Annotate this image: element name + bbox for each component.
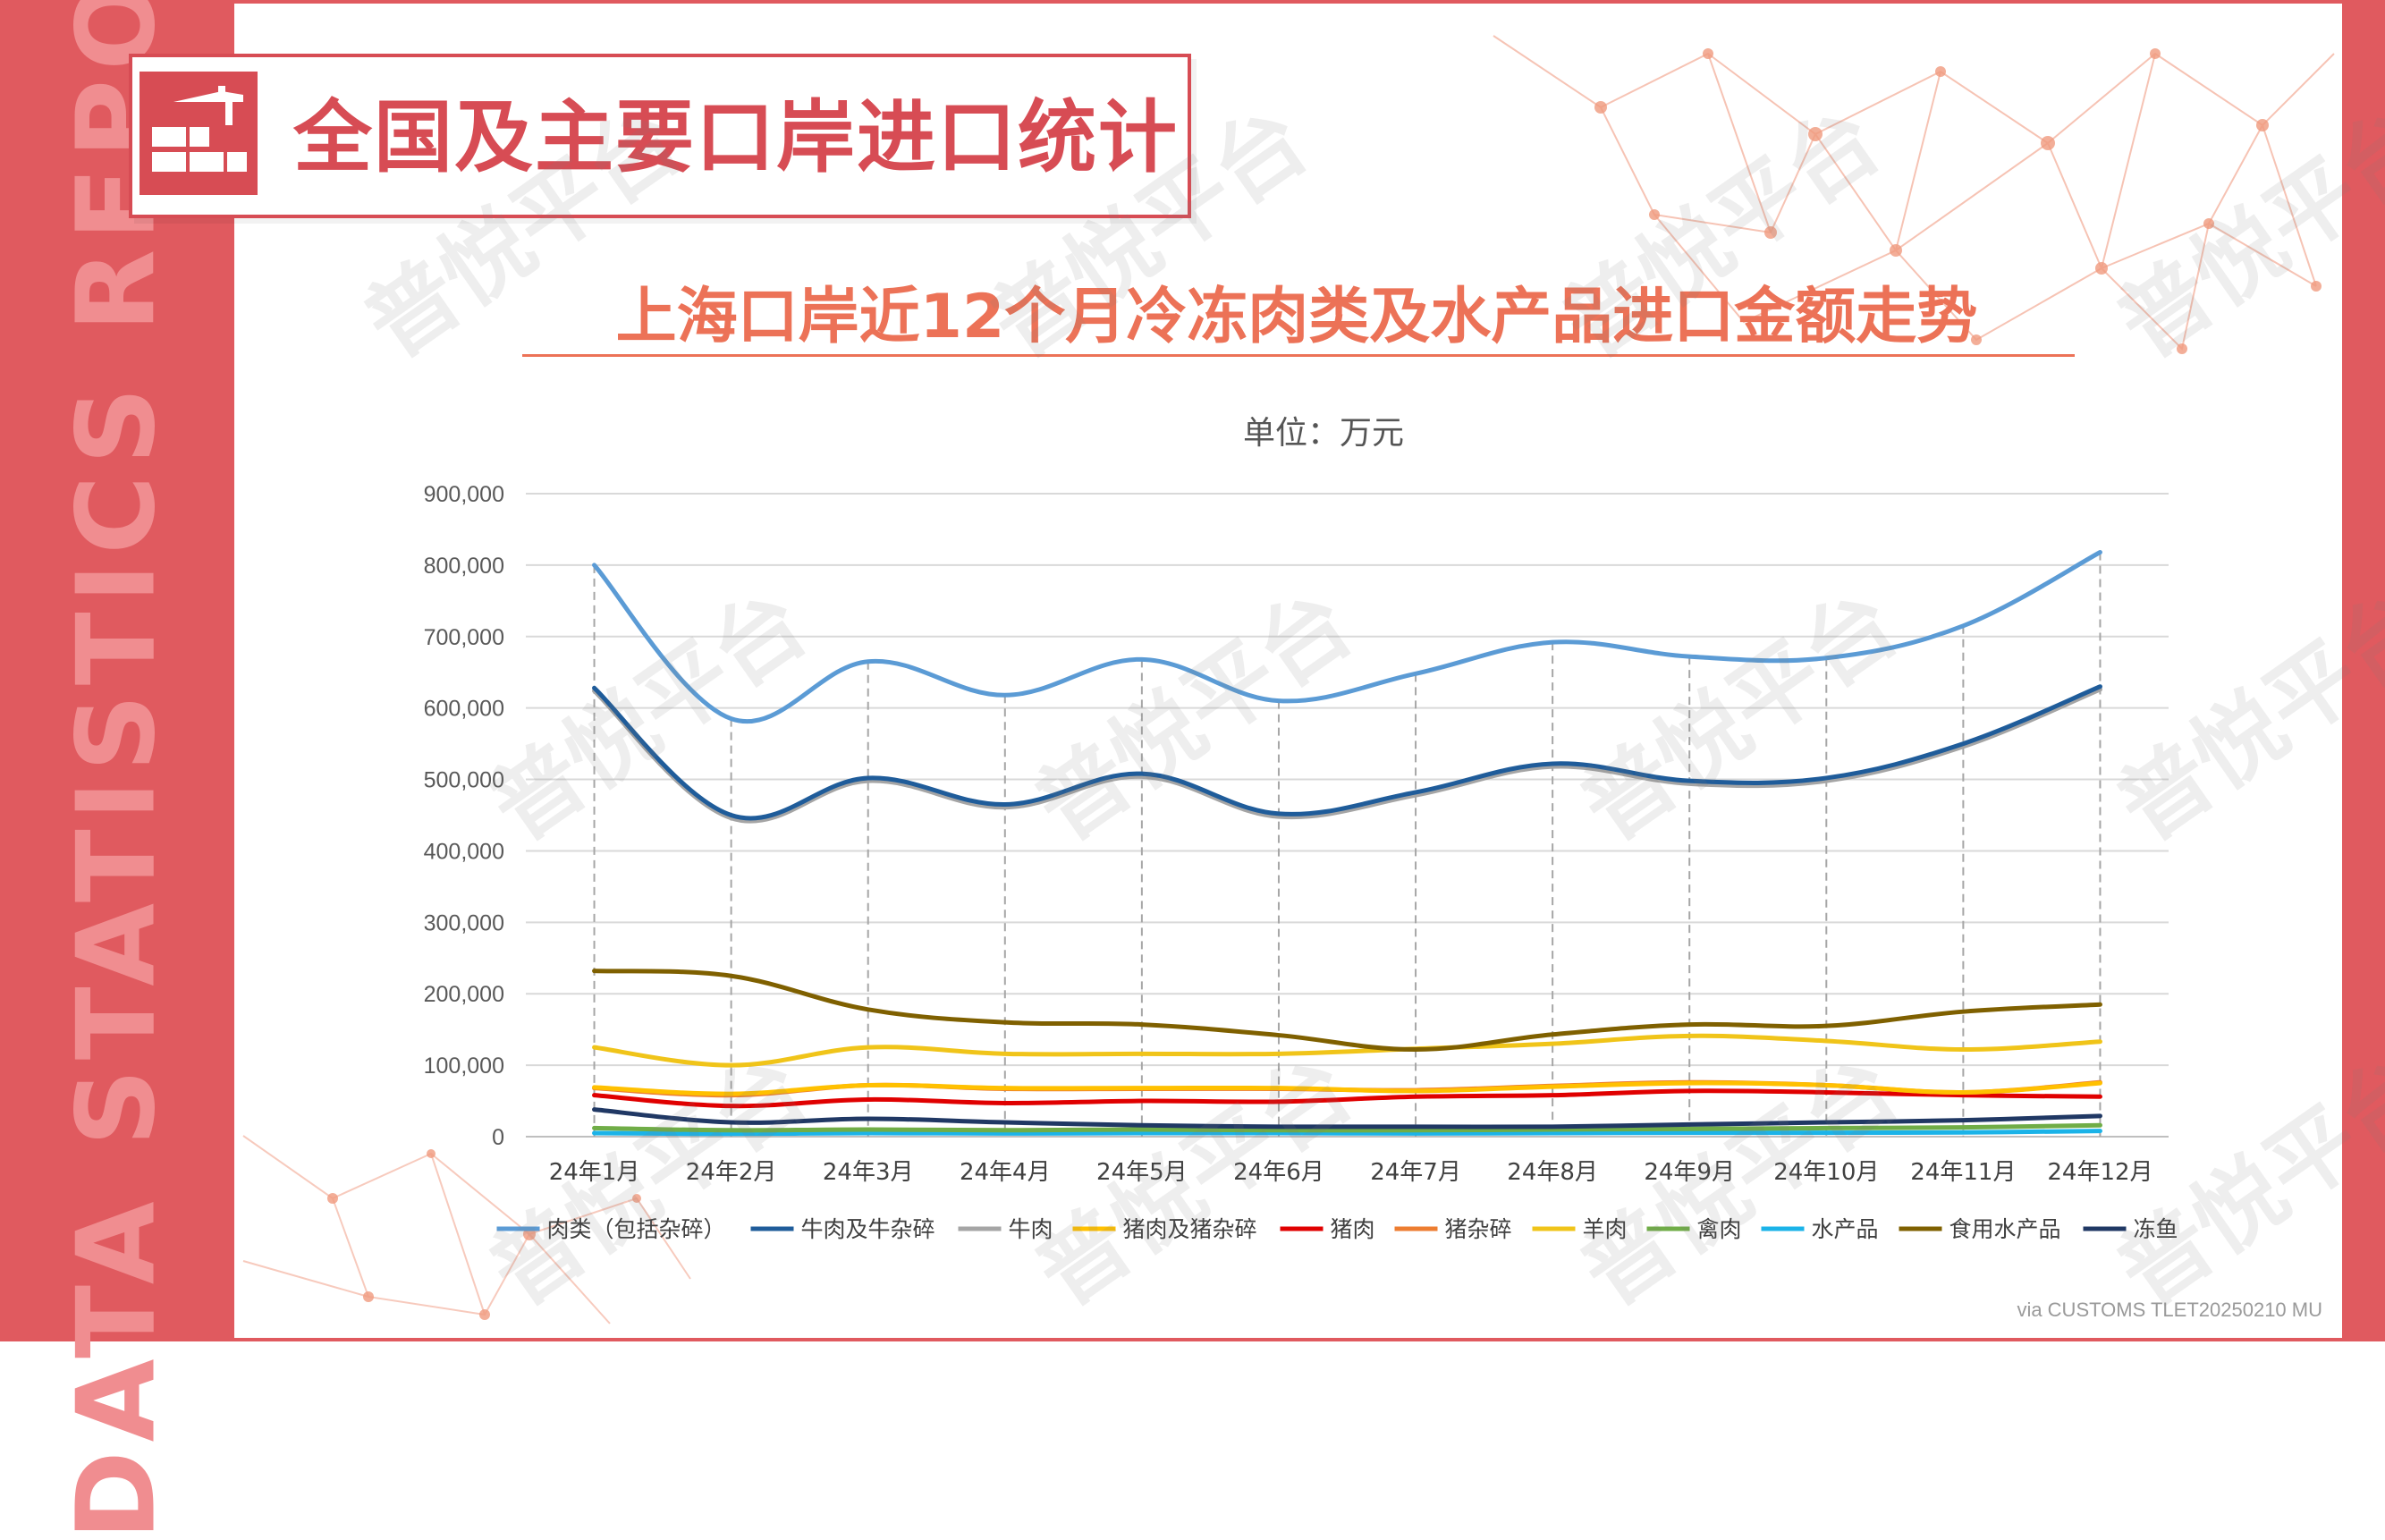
x-tick-label: 24年5月 bbox=[1096, 1159, 1188, 1186]
x-tick-label: 24年4月 bbox=[960, 1159, 1051, 1186]
legend-label: 禽肉 bbox=[1697, 1216, 1742, 1242]
x-tick-label: 24年12月 bbox=[2047, 1159, 2152, 1186]
y-tick-label: 700,000 bbox=[424, 625, 504, 650]
line-chart: 0 100,000 200,000 300,000 400,000 500,000 600,… bbox=[424, 482, 2178, 1242]
series-line bbox=[592, 1080, 2102, 1096]
x-tick-label: 24年7月 bbox=[1370, 1159, 1461, 1186]
y-tick-label: 900,000 bbox=[424, 482, 504, 507]
legend-label: 水产品 bbox=[1812, 1216, 1879, 1242]
series-line bbox=[592, 1122, 2102, 1133]
chart-title: 上海口岸近12个月冷冻肉类及水产品进口金额走势 bbox=[615, 282, 1978, 352]
series-line bbox=[592, 1107, 2102, 1130]
y-tick-label: 500,000 bbox=[424, 768, 504, 793]
x-tick-label: 24年11月 bbox=[1910, 1159, 2016, 1186]
y-tick-label: 0 bbox=[492, 1125, 504, 1150]
x-tick-label: 24年1月 bbox=[549, 1159, 640, 1186]
legend-label: 猪杂碎 bbox=[1445, 1216, 1512, 1242]
x-tick-label: 24年10月 bbox=[1773, 1159, 1879, 1186]
series-line bbox=[592, 684, 2102, 821]
legend-label: 猪肉 bbox=[1331, 1216, 1375, 1242]
legend-label: 肉类（包括杂碎） bbox=[547, 1216, 726, 1242]
y-tick-label: 100,000 bbox=[424, 1053, 504, 1079]
series-line bbox=[592, 1088, 2102, 1109]
y-tick-label: 300,000 bbox=[424, 910, 504, 935]
legend-label: 牛肉 bbox=[1009, 1216, 1053, 1242]
series-line bbox=[592, 969, 2102, 1053]
y-tick-label: 400,000 bbox=[424, 839, 504, 864]
page-title: 全国及主要口岸进口统计 bbox=[293, 91, 1180, 183]
header-title-box bbox=[129, 54, 1191, 218]
y-tick-label: 600,000 bbox=[424, 697, 504, 722]
series-line bbox=[592, 1129, 2102, 1137]
series-line bbox=[592, 687, 2102, 824]
x-tick-label: 24年8月 bbox=[1507, 1159, 1598, 1186]
bottom-border-line bbox=[234, 1338, 2342, 1341]
x-tick-label: 24年9月 bbox=[1644, 1159, 1735, 1186]
source-note: via CUSTOMS TLET20250210 MU bbox=[2017, 1299, 2322, 1321]
y-tick-label: 800,000 bbox=[424, 554, 504, 579]
y-tick-label: 200,000 bbox=[424, 982, 504, 1007]
legend-label: 猪肉及猪杂碎 bbox=[1123, 1216, 1257, 1242]
x-tick-label: 24年2月 bbox=[686, 1159, 777, 1186]
unit-label: 单位：万元 bbox=[1242, 415, 1404, 452]
series-line bbox=[592, 550, 2102, 724]
series-line bbox=[592, 1033, 2102, 1068]
top-border-line bbox=[234, 0, 2342, 4]
legend-label: 冻鱼 bbox=[2134, 1216, 2178, 1242]
right-decor-band bbox=[2342, 0, 2385, 1341]
legend-label: 牛肉及牛杂碎 bbox=[801, 1216, 935, 1242]
legend-label: 羊肉 bbox=[1583, 1216, 1628, 1242]
container-crane-icon bbox=[140, 72, 258, 195]
legend-label: 食用水产品 bbox=[1949, 1216, 2061, 1242]
x-tick-label: 24年3月 bbox=[823, 1159, 914, 1186]
x-tick-label: 24年6月 bbox=[1233, 1159, 1324, 1186]
left-decor-band: DATA STATISTICS REPORT bbox=[0, 0, 234, 1540]
chart-title-underline bbox=[522, 354, 2075, 357]
